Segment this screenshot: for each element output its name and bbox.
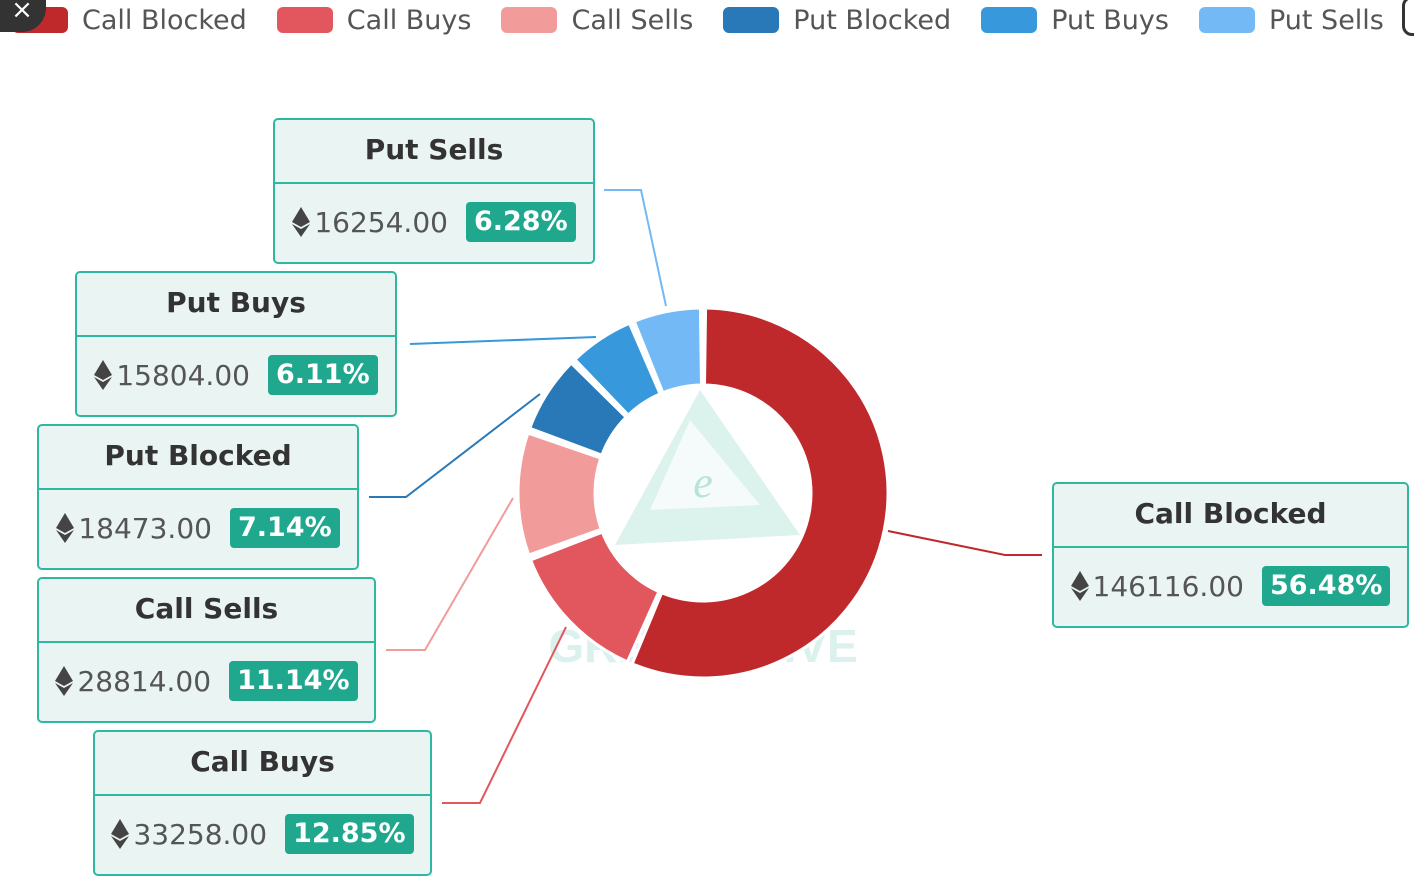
slice-label-title: Call Blocked	[1054, 484, 1407, 548]
leader-line	[369, 393, 541, 498]
slice-percent-badge: 11.14%	[229, 661, 358, 701]
legend-label: Put Blocked	[793, 4, 952, 36]
legend-swatch	[981, 7, 1038, 33]
donut-slice-call-sells[interactable]	[516, 431, 603, 557]
leader-line	[887, 530, 1042, 556]
slice-value: 16254.00	[314, 205, 448, 239]
slice-label-put-blocked: Put Blocked 18473.00 7.14%	[37, 424, 359, 570]
watermark-logo-letter: e	[693, 458, 713, 507]
chart-legend: × Call Blocked Call Buys Call Sells Put …	[0, 0, 1414, 40]
leader-line	[409, 336, 597, 345]
donut-slice-put-buys[interactable]	[573, 321, 662, 417]
slice-label-title: Put Sells	[275, 120, 593, 184]
legend-swatch	[501, 7, 558, 33]
slice-value: 18473.00	[78, 511, 212, 545]
close-icon: ×	[11, 0, 33, 25]
donut-slice-put-blocked[interactable]	[528, 361, 628, 457]
slice-percent-badge: 7.14%	[229, 508, 340, 548]
slice-label-call-sells: Call Sells 28814.00 11.14%	[37, 577, 376, 723]
donut-slice-put-sells[interactable]	[632, 306, 703, 395]
slice-label-title: Call Sells	[39, 579, 374, 643]
slice-label-put-sells: Put Sells 16254.00 6.28%	[273, 118, 595, 264]
ethereum-icon	[292, 207, 311, 237]
donut-slice-call-blocked[interactable]	[630, 306, 890, 680]
legend-overflow-indicator[interactable]	[1402, 0, 1414, 36]
leader-line	[442, 626, 567, 804]
ethereum-icon	[1070, 571, 1089, 601]
slice-percent-badge: 6.28%	[465, 202, 576, 242]
slice-percent-badge: 6.11%	[267, 355, 378, 395]
slice-label-title: Put Buys	[77, 273, 395, 337]
legend-item-put-blocked[interactable]: Put Blocked	[723, 5, 981, 36]
ethereum-icon	[111, 819, 130, 849]
slice-label-title: Put Blocked	[39, 426, 357, 490]
legend-swatch	[1198, 7, 1255, 33]
slice-label-title: Call Buys	[95, 732, 430, 796]
slice-label-call-blocked: Call Blocked 146116.00 56.48%	[1052, 482, 1409, 628]
legend-item-call-buys[interactable]: Call Buys	[276, 4, 502, 36]
legend-label: Call Blocked	[82, 4, 247, 36]
slice-value: 28814.00	[77, 664, 212, 698]
ethereum-icon	[55, 666, 74, 696]
slice-percent-badge: 56.48%	[1261, 566, 1391, 606]
leader-line	[386, 497, 514, 651]
donut-slice-call-buys[interactable]	[529, 530, 661, 664]
legend-label: Call Sells	[571, 4, 694, 36]
watermark-logo-inner	[650, 420, 760, 510]
legend-item-call-sells[interactable]: Call Sells	[501, 5, 723, 36]
legend-item-put-buys[interactable]: Put Buys	[981, 5, 1199, 36]
ethereum-icon	[94, 360, 113, 390]
legend-swatch	[723, 7, 780, 33]
slice-value: 33258.00	[133, 817, 268, 851]
slice-value: 15804.00	[116, 358, 250, 392]
legend-label: Put Sells	[1268, 4, 1384, 36]
legend-label: Put Buys	[1051, 4, 1169, 36]
slice-label-call-buys: Call Buys 33258.00 12.85%	[93, 730, 432, 876]
legend-label: Call Buys	[346, 4, 472, 36]
close-button[interactable]: ×	[0, 0, 46, 32]
leader-line	[604, 189, 667, 307]
ethereum-icon	[56, 513, 75, 543]
legend-swatch	[276, 7, 333, 33]
legend-item-put-sells[interactable]: Put Sells	[1198, 4, 1414, 36]
slice-value: 146116.00	[1092, 569, 1244, 603]
slice-label-put-buys: Put Buys 15804.00 6.11%	[75, 271, 397, 417]
slice-percent-badge: 12.85%	[285, 814, 414, 854]
